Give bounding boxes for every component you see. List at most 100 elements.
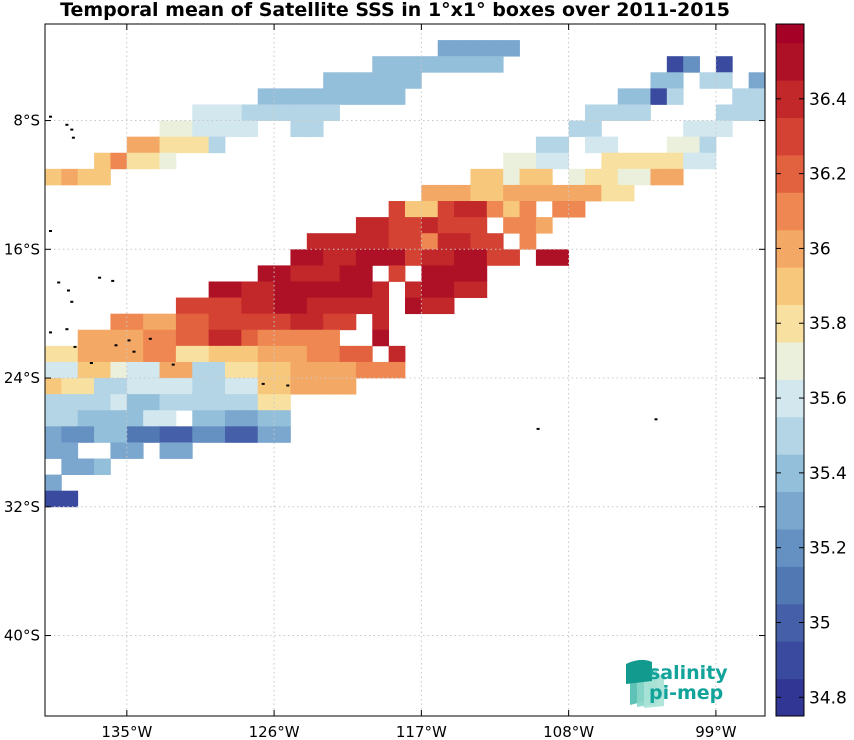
heatmap-cell [126, 361, 144, 379]
heatmap-cell [143, 394, 160, 411]
heatmap-cell [241, 281, 259, 298]
heatmap-cell [94, 345, 111, 363]
island-mark [98, 276, 102, 279]
heatmap-cell [45, 474, 62, 492]
island-mark [654, 418, 658, 421]
heatmap-cell [568, 184, 586, 202]
heatmap-cell [339, 378, 357, 395]
heatmap-cell [208, 120, 226, 138]
colorbar-band [776, 416, 804, 455]
heatmap-cell [257, 329, 275, 347]
heatmap-cell [225, 297, 242, 315]
heatmap-cell [94, 378, 111, 395]
heatmap-cell [355, 345, 373, 363]
heatmap-cell [306, 120, 324, 138]
heatmap-cell [45, 442, 62, 459]
heatmap-cell [126, 345, 144, 363]
heatmap-cell [225, 410, 242, 427]
heatmap-cell [110, 378, 128, 395]
heatmap-cell [257, 313, 275, 331]
heatmap-cell [45, 361, 62, 379]
heatmap-cell [175, 136, 193, 154]
heatmap-cell [175, 394, 193, 411]
heatmap-cell [159, 120, 177, 138]
heatmap-cell [666, 136, 684, 154]
heatmap-cell [486, 201, 504, 218]
heatmap-cell [454, 233, 471, 250]
heatmap-cell [585, 136, 602, 154]
heatmap-cell [208, 378, 226, 395]
heatmap-cell [454, 217, 471, 234]
heatmap-cell [421, 249, 439, 266]
colorbar-tick-label: 34.8 [809, 688, 847, 708]
heatmap-cell [159, 410, 177, 427]
heatmap-cell [241, 361, 259, 379]
heatmap-cell [77, 458, 95, 475]
heatmap-cell [77, 361, 95, 379]
heatmap-cell [405, 233, 422, 250]
heatmap-cell [323, 313, 340, 331]
heatmap-cell [290, 313, 308, 331]
colorbar-tick-label: 36.2 [809, 165, 847, 185]
x-tick-label: 135°W [101, 723, 152, 740]
heatmap-cell [470, 217, 488, 234]
heatmap-cell [45, 168, 62, 186]
heatmap-cell [257, 297, 275, 315]
heatmap-cell [617, 104, 635, 121]
heatmap-cell [241, 120, 259, 138]
heatmap-cell [192, 378, 210, 395]
heatmap-cell [45, 490, 62, 508]
heatmap-cell [372, 249, 390, 266]
heatmap-cell [535, 168, 553, 186]
chart-title: Temporal mean of Satellite SSS in 1°x1° … [60, 0, 730, 21]
heatmap-cell [339, 249, 357, 266]
heatmap-cell [126, 313, 144, 331]
heatmap-cell [388, 345, 406, 363]
heatmap-cell [355, 281, 373, 298]
heatmap-cell [192, 297, 210, 315]
heatmap-cell [388, 56, 406, 73]
heatmap-cell [61, 361, 79, 379]
heatmap-cell [715, 104, 733, 121]
heatmap-cell [94, 152, 111, 170]
heatmap-cell [208, 426, 226, 443]
heatmap-cell [126, 410, 144, 427]
heatmap-cell [45, 394, 62, 411]
heatmap-cell [585, 184, 602, 202]
heatmap-cell [715, 120, 733, 138]
colorbar-frame [775, 23, 805, 717]
heatmap-cell [372, 361, 390, 379]
heatmap-cell [225, 378, 242, 395]
heatmap-cell [323, 249, 340, 266]
heatmap-cell [290, 345, 308, 363]
heatmap-cell [110, 410, 128, 427]
heatmap-cell [650, 168, 668, 186]
heatmap-cell [143, 410, 160, 427]
heatmap-cell [94, 426, 111, 443]
heatmap-cell [110, 394, 128, 411]
heatmap-cell [355, 265, 373, 282]
heatmap-cell [159, 378, 177, 395]
heatmap-cell [61, 490, 79, 508]
island-mark [536, 427, 540, 430]
heatmap-cell [601, 184, 619, 202]
heatmap-cell [519, 201, 537, 218]
heatmap-cell [470, 40, 488, 57]
heatmap-cell [192, 104, 210, 121]
heatmap-cell [290, 88, 308, 105]
heatmap-cell [241, 345, 259, 363]
heatmap-cell [175, 378, 193, 395]
island-mark [286, 384, 290, 387]
heatmap-cell [290, 329, 308, 347]
heatmap-cell [323, 329, 340, 347]
logo-line-2: pi-mep [649, 682, 723, 704]
heatmap-cell [372, 88, 390, 105]
heatmap-cell [323, 88, 340, 105]
y-axis-ticks: 8°S 16°S 24°S 32°S 40°S [4, 112, 765, 645]
heatmap-cell [388, 361, 406, 379]
heatmap-cell [699, 120, 717, 138]
heatmap-cell [274, 265, 291, 282]
colorbar-tick-label: 35 [809, 613, 831, 633]
heatmap-cell [421, 184, 439, 202]
heatmap-cell [323, 361, 340, 379]
